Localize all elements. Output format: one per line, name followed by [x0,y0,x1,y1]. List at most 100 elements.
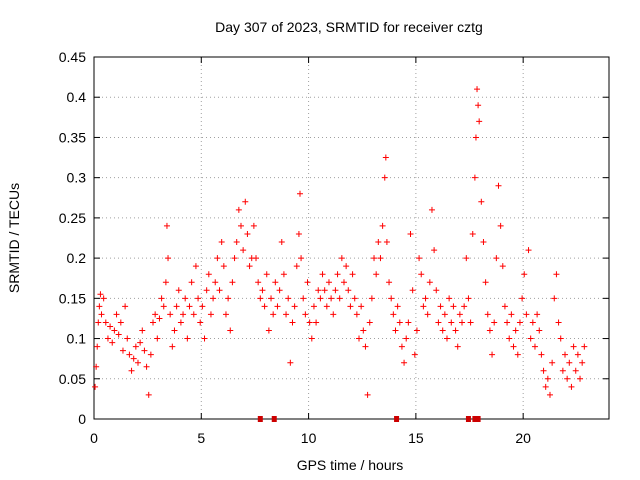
data-point [295,230,302,237]
data-point [388,295,395,302]
data-point [237,222,244,229]
data-point [368,295,375,302]
data-point [272,279,279,286]
data-point [559,367,566,374]
data-point [534,311,541,318]
data-point [287,359,294,366]
data-point [293,263,300,270]
data-point [413,327,420,334]
data-point [96,303,103,310]
data-point [323,303,330,310]
y-tick-label: 0.2 [67,250,87,266]
data-point [416,255,423,262]
y-tick-label: 0.25 [59,210,86,226]
data-point [244,230,251,237]
data-point [340,279,347,286]
data-point [422,295,429,302]
data-point [441,311,448,318]
data-point [205,271,212,278]
data-point [579,359,586,366]
data-point [180,311,187,318]
data-point [499,263,506,270]
data-point [390,311,397,318]
y-tick-label: 0.05 [59,371,86,387]
data-point [173,303,180,310]
data-point [456,311,463,318]
data-point [210,295,217,302]
data-point [439,327,446,334]
data-point [315,287,322,294]
data-point [564,375,571,382]
data-point [317,295,324,302]
y-tick-label: 0.45 [59,49,86,65]
data-point [512,327,519,334]
data-point [165,255,172,262]
data-point [356,335,363,342]
data-point [160,303,167,310]
data-point [424,311,431,318]
data-point [95,319,102,326]
data-point [334,271,341,278]
data-point [270,311,277,318]
data-point [489,351,496,358]
data-point [347,303,354,310]
data-point [261,303,268,310]
data-point [162,279,169,286]
data-point [377,255,384,262]
data-point [497,222,504,229]
data-point [199,303,206,310]
data-point [169,343,176,350]
x-tick-labels: 0 5 10 15 20 [90,430,531,446]
data-point [508,311,515,318]
data-point [310,303,317,310]
data-point [175,287,182,294]
data-point [454,343,461,350]
data-point [433,287,440,294]
data-point [459,319,466,326]
data-point [122,303,129,310]
data-point [147,351,154,358]
x-tick-label: 0 [90,430,98,446]
data-point [225,295,232,302]
data-point [353,311,360,318]
data-point [132,343,139,350]
data-point [572,367,579,374]
data-point [321,287,328,294]
data-point [102,319,109,326]
data-point [549,359,556,366]
data-point [527,335,534,342]
data-point [188,279,195,286]
data-point [214,255,221,262]
data-point [227,327,234,334]
data-point [525,247,532,254]
data-point [216,287,223,294]
data-point [371,255,378,262]
data-point [472,134,479,141]
data-point [504,319,511,326]
data-point [235,206,242,213]
data-point [280,271,287,278]
data-point [190,311,197,318]
data-point [553,271,560,278]
gap-markers [257,416,481,422]
data-point [319,271,326,278]
data-point [516,319,523,326]
data-point [253,255,260,262]
data-point [495,182,502,189]
axis-ticks [93,56,609,420]
data-point [501,303,508,310]
data-point [469,230,476,237]
data-point [212,279,219,286]
data-point [491,319,498,326]
data-point [124,335,131,342]
data-point [184,335,191,342]
data-point [379,222,386,229]
data-point [117,319,124,326]
data-point [130,355,137,362]
data-point [336,295,343,302]
data-point [207,311,214,318]
gap-marker [257,416,263,422]
data-point [97,291,104,298]
data-point [240,247,247,254]
